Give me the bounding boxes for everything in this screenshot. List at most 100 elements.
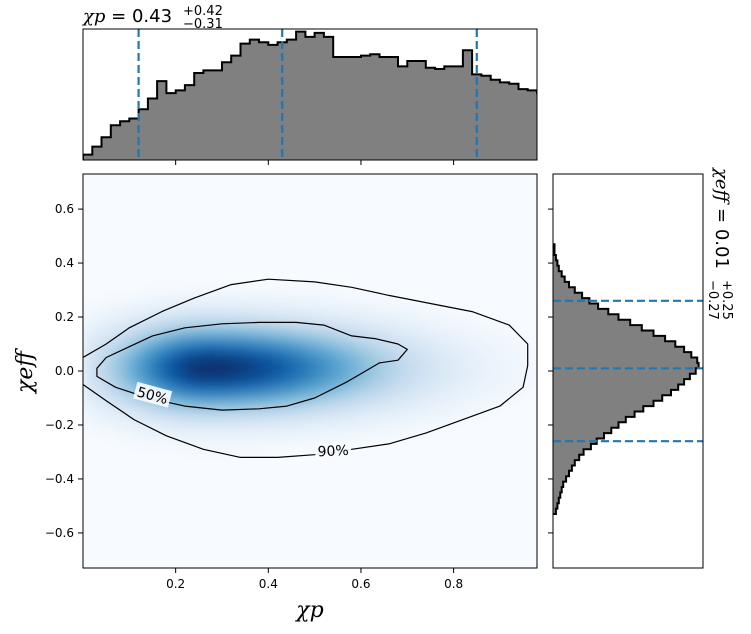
density-cell (83, 338, 94, 347)
density-cell (470, 354, 481, 364)
density-cell (451, 354, 462, 364)
density-cell (272, 412, 283, 421)
density-cell (224, 403, 235, 413)
density-cell (291, 321, 302, 331)
density-cell (187, 444, 198, 454)
density-cell (253, 444, 264, 454)
density-cell (243, 395, 254, 405)
density-cell (385, 305, 396, 315)
x-axis-label: χp (294, 598, 323, 623)
density-cell (262, 379, 273, 389)
density-cell (357, 420, 368, 430)
density-cell (101, 379, 112, 389)
density-cell (432, 371, 444, 380)
density-cell (366, 313, 377, 323)
density-heatmap (83, 288, 537, 454)
density-cell (300, 305, 311, 315)
density-cell (224, 412, 235, 421)
density-cell (139, 436, 150, 446)
density-cell (310, 436, 321, 446)
density-cell (262, 387, 273, 397)
density-cell (262, 346, 273, 356)
density-cell (92, 379, 103, 389)
top-hist-bar (194, 73, 204, 160)
density-cell (319, 321, 330, 331)
contour-labels: 50% 90% (133, 381, 352, 460)
density-cell (272, 436, 283, 446)
density-cell (205, 297, 217, 306)
density-cell (196, 313, 207, 323)
y-axis-label: χeff (13, 348, 38, 395)
density-cell (461, 379, 472, 389)
top-hist-bar (425, 67, 436, 160)
density-cell (120, 297, 131, 306)
top-hist-bar (407, 61, 417, 160)
top-hist-bar (620, 112, 630, 160)
density-cell (243, 288, 254, 298)
density-cell (366, 346, 377, 356)
density-cell (215, 428, 226, 438)
density-cell (224, 297, 235, 306)
density-cell (395, 305, 406, 315)
density-cell (291, 387, 302, 397)
density-cell (338, 297, 349, 306)
density-cell (83, 371, 94, 380)
density-cell (366, 338, 377, 347)
right-hist-bar (553, 352, 692, 358)
density-cell (357, 412, 368, 421)
top-hist-bar (481, 75, 492, 160)
density-cell (83, 362, 94, 372)
density-cell (423, 387, 434, 397)
density-cell (357, 329, 368, 339)
density-cell (243, 329, 254, 339)
density-cell (432, 403, 444, 413)
density-cell (300, 436, 311, 446)
density-cell (357, 321, 368, 331)
density-cell (385, 387, 396, 397)
density-cell (300, 321, 311, 331)
density-cell (101, 354, 112, 364)
x-axis-label-text: χp (294, 598, 323, 623)
density-cell (196, 371, 207, 380)
density-cell (461, 321, 472, 331)
y-tick-label: −0.4 (45, 472, 74, 486)
density-cell (432, 412, 444, 421)
density-cell (215, 371, 226, 380)
density-cell (111, 412, 122, 421)
density-cell (328, 379, 339, 389)
top-hist-bar (268, 44, 278, 160)
right-hist-bar (553, 357, 698, 364)
right-title-value: 0.01 (711, 229, 732, 269)
density-cell (338, 371, 349, 380)
density-cell (92, 412, 103, 421)
density-cell (432, 313, 444, 323)
density-cell (101, 346, 112, 356)
density-cell (518, 379, 529, 389)
density-cell (432, 395, 444, 405)
density-cell (310, 338, 321, 347)
density-cell (357, 387, 368, 397)
density-cell (310, 321, 321, 331)
density-cell (243, 436, 254, 446)
right-hist-bar (553, 416, 626, 423)
density-cell (262, 288, 273, 298)
right-hist-bar (553, 449, 584, 456)
density-cell (442, 338, 453, 347)
density-cell (130, 321, 141, 331)
density-cell (196, 354, 207, 364)
density-cell (205, 436, 217, 446)
density-cell (168, 371, 179, 380)
x-tick-label: 0.4 (259, 577, 278, 591)
density-cell (149, 321, 160, 331)
y-axis-ticks: −0.6 −0.4 −0.2 0.0 0.2 0.4 0.6 (45, 202, 83, 540)
density-cell (414, 412, 425, 421)
density-cell (432, 354, 444, 364)
density-cell (262, 297, 273, 306)
density-cell (385, 362, 396, 372)
density-cell (187, 428, 198, 438)
density-cell (111, 313, 122, 323)
density-cell (527, 371, 537, 380)
density-cell (310, 420, 321, 430)
density-cell (451, 321, 462, 331)
